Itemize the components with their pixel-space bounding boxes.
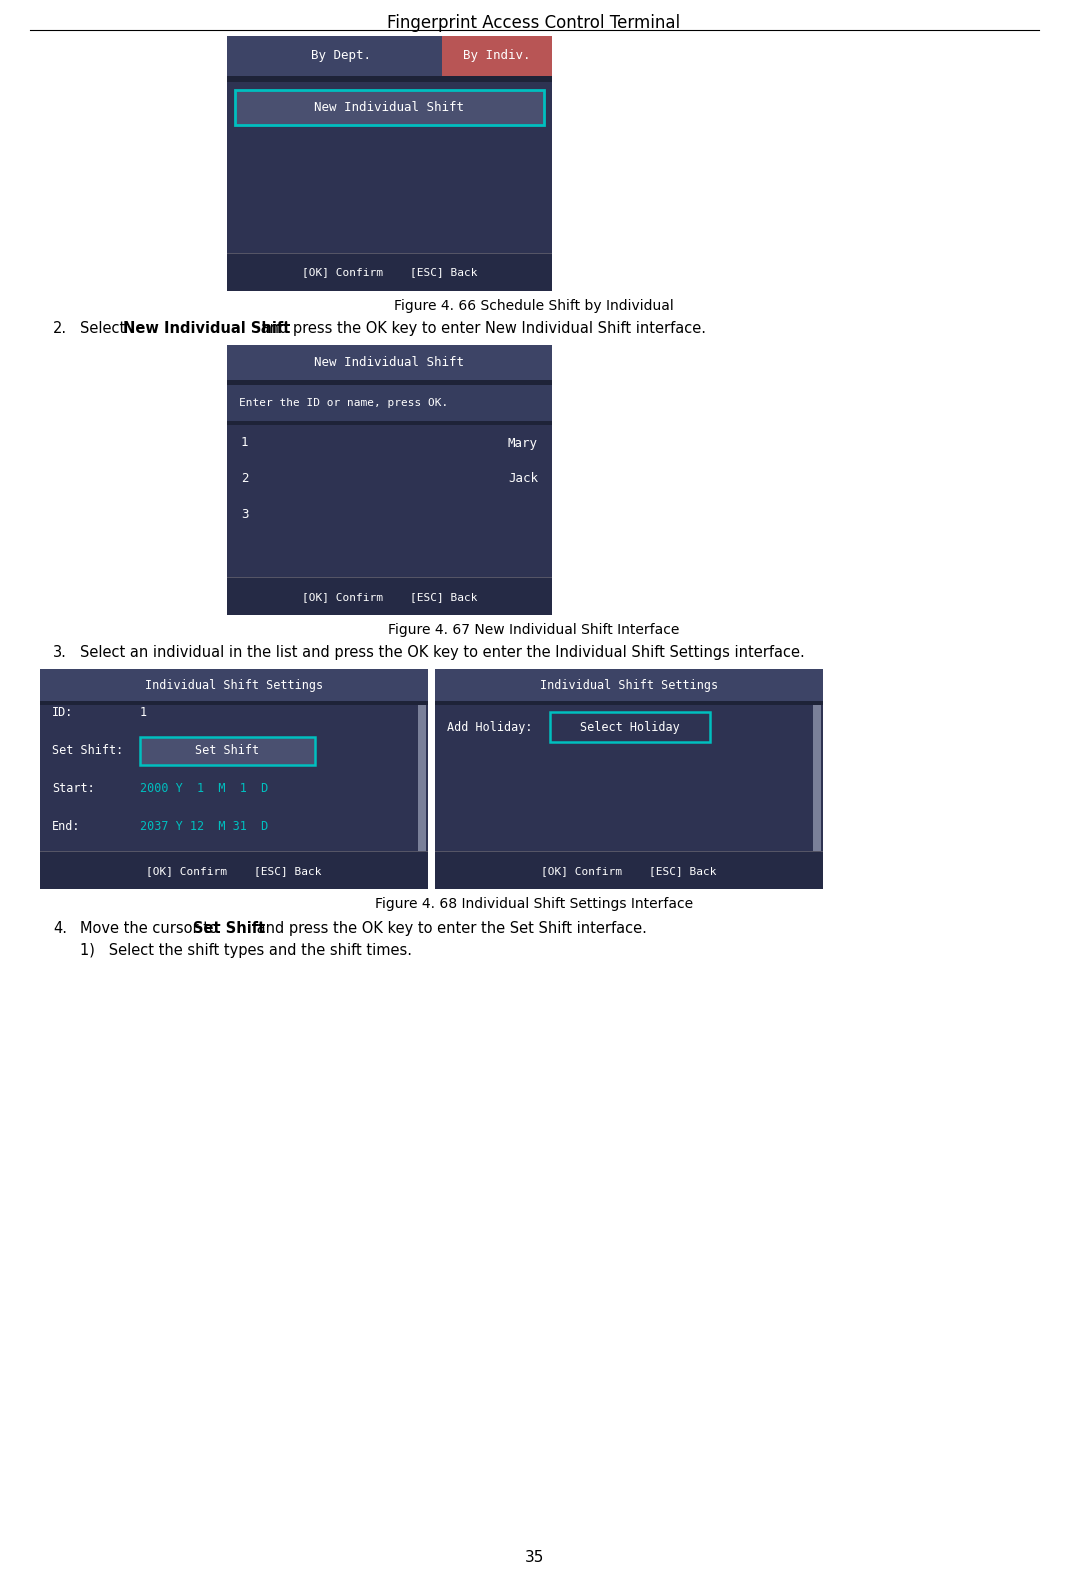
Text: 2000 Y  1  M  1  D: 2000 Y 1 M 1 D <box>140 783 268 795</box>
Text: Set Shift: Set Shift <box>193 921 265 935</box>
Bar <box>227 75 552 82</box>
Text: Add Holiday:: Add Holiday: <box>447 720 532 734</box>
Text: Individual Shift Settings: Individual Shift Settings <box>540 679 718 692</box>
Bar <box>549 712 710 742</box>
Bar <box>435 852 823 890</box>
Bar <box>227 344 552 615</box>
Text: Move the cursor to: Move the cursor to <box>80 921 222 935</box>
Text: Set Shift: Set Shift <box>196 745 260 758</box>
Text: Select: Select <box>80 321 129 336</box>
Text: Select an individual in the list and press the OK key to enter the Individual Sh: Select an individual in the list and pre… <box>80 645 805 660</box>
Text: Figure 4. 67 New Individual Shift Interface: Figure 4. 67 New Individual Shift Interf… <box>388 623 680 637</box>
Bar <box>40 701 428 704</box>
Bar <box>227 344 552 380</box>
Text: 2: 2 <box>241 473 248 486</box>
Bar <box>227 421 552 424</box>
Text: Enter the ID or name, press OK.: Enter the ID or name, press OK. <box>239 398 448 409</box>
Text: End:: End: <box>52 821 80 833</box>
Text: [OK] Confirm    [ESC] Back: [OK] Confirm [ESC] Back <box>541 866 716 876</box>
Text: Mary: Mary <box>508 437 538 450</box>
Text: Set Shift:: Set Shift: <box>52 745 123 758</box>
Text: 3.: 3. <box>53 645 67 660</box>
Text: Select Holiday: Select Holiday <box>580 720 680 734</box>
Text: 1: 1 <box>140 706 148 720</box>
Bar <box>227 578 552 615</box>
Bar <box>814 704 821 850</box>
Bar <box>435 701 823 704</box>
Bar <box>227 36 552 75</box>
Text: Fingerprint Access Control Terminal: Fingerprint Access Control Terminal <box>387 14 681 31</box>
Bar <box>441 36 552 75</box>
Text: ID:: ID: <box>52 706 74 720</box>
Text: 3: 3 <box>241 508 248 522</box>
Bar <box>235 90 544 126</box>
Bar <box>40 852 428 890</box>
Text: Figure 4. 66 Schedule Shift by Individual: Figure 4. 66 Schedule Shift by Individua… <box>394 299 673 313</box>
Text: [OK] Confirm    [ESC] Back: [OK] Confirm [ESC] Back <box>301 267 477 277</box>
Text: New Individual Shift: New Individual Shift <box>123 321 291 336</box>
Text: 35: 35 <box>524 1550 544 1566</box>
Text: and press the OK key to enter the Set Shift interface.: and press the OK key to enter the Set Sh… <box>252 921 647 935</box>
Text: New Individual Shift: New Individual Shift <box>314 101 465 115</box>
Text: Jack: Jack <box>508 473 538 486</box>
Text: 2037 Y 12  M 31  D: 2037 Y 12 M 31 D <box>140 821 268 833</box>
Bar <box>227 36 552 291</box>
Text: New Individual Shift: New Individual Shift <box>314 355 465 368</box>
Text: 1: 1 <box>241 437 248 450</box>
Bar <box>140 737 315 766</box>
Bar <box>227 380 552 385</box>
Text: and press the OK key to enter New Individual Shift interface.: and press the OK key to enter New Indivi… <box>255 321 706 336</box>
Text: 2.: 2. <box>53 321 67 336</box>
Bar <box>435 670 823 890</box>
Bar <box>435 670 823 701</box>
Bar <box>40 670 428 890</box>
Text: Start:: Start: <box>52 783 95 795</box>
Text: Figure 4. 68 Individual Shift Settings Interface: Figure 4. 68 Individual Shift Settings I… <box>375 898 693 912</box>
Bar <box>227 255 552 291</box>
Text: 1)   Select the shift types and the shift times.: 1) Select the shift types and the shift … <box>80 943 412 957</box>
Text: [OK] Confirm    [ESC] Back: [OK] Confirm [ESC] Back <box>146 866 322 876</box>
Text: [OK] Confirm    [ESC] Back: [OK] Confirm [ESC] Back <box>301 593 477 602</box>
Text: 4.: 4. <box>53 921 67 935</box>
Text: Individual Shift Settings: Individual Shift Settings <box>145 679 323 692</box>
Bar <box>418 704 427 850</box>
Bar <box>227 385 552 421</box>
Text: By Dept.: By Dept. <box>311 49 371 63</box>
Text: By Indiv.: By Indiv. <box>463 49 530 63</box>
Bar <box>40 670 428 701</box>
